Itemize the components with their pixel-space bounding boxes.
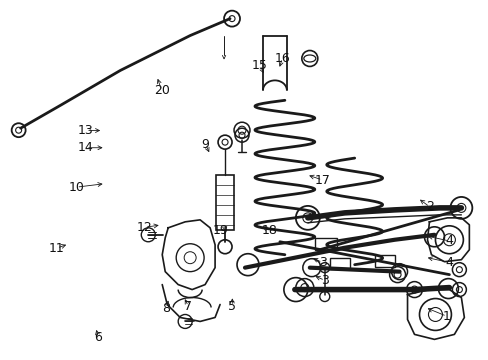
Text: 4: 4	[445, 256, 452, 269]
Text: 20: 20	[153, 84, 169, 97]
Text: 13: 13	[78, 124, 94, 137]
Text: 9: 9	[201, 138, 209, 150]
Text: 8: 8	[162, 302, 170, 315]
Text: 3: 3	[320, 274, 328, 287]
Text: 14: 14	[78, 141, 94, 154]
Text: 11: 11	[49, 242, 64, 255]
Text: 15: 15	[252, 59, 267, 72]
Bar	[216, 175, 234, 230]
Text: 4: 4	[445, 234, 452, 247]
Text: 1: 1	[442, 310, 450, 323]
Text: 5: 5	[228, 300, 236, 313]
Text: 16: 16	[274, 51, 290, 64]
Text: 10: 10	[68, 181, 84, 194]
Bar	[314, 238, 336, 250]
Text: 17: 17	[314, 174, 330, 186]
Text: 2: 2	[425, 201, 433, 213]
Text: 19: 19	[212, 224, 227, 238]
Text: 7: 7	[184, 300, 192, 313]
Text: 6: 6	[94, 331, 102, 344]
Text: 18: 18	[262, 224, 277, 238]
Bar	[374, 255, 394, 267]
Text: 12: 12	[136, 221, 152, 234]
Text: 3: 3	[318, 256, 326, 269]
Bar	[329, 258, 349, 269]
